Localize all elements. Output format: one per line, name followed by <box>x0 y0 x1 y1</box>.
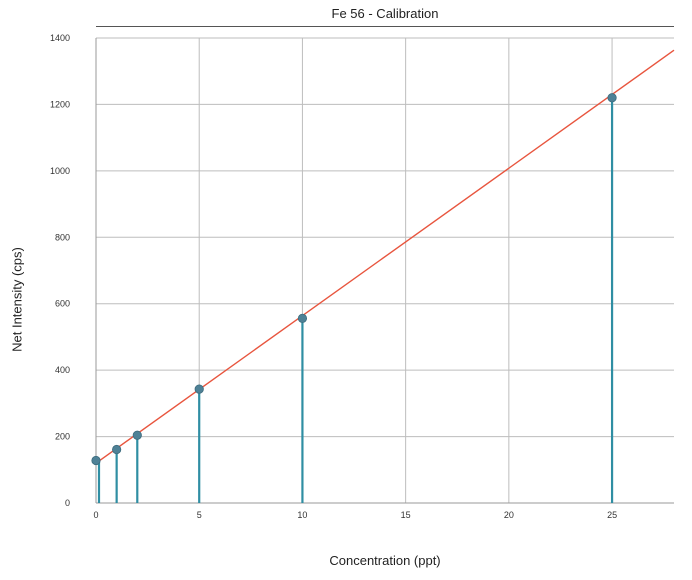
y-tick-label: 0 <box>65 498 70 508</box>
data-point <box>112 444 122 455</box>
grid-lines <box>95 37 674 504</box>
points-layer <box>91 93 617 466</box>
chart-title: Fe 56 - Calibration <box>331 6 439 21</box>
y-tick-label: 1000 <box>50 166 70 176</box>
x-tick-label: 15 <box>401 510 411 520</box>
x-tick-label: 20 <box>504 510 514 520</box>
data-point <box>194 384 204 394</box>
tick-labels: 0 200 400 600 800 1000 1200 1400 0 5 10 15 20 25 <box>50 33 617 520</box>
data-point <box>91 455 101 466</box>
title-rule <box>96 26 674 27</box>
x-axis-label: Concentration (ppt) <box>329 553 441 568</box>
y-axis-label: Net Intensity (cps) <box>9 247 25 352</box>
data-point <box>132 430 142 440</box>
fit-line-layer <box>95 49 675 464</box>
data-point <box>607 93 617 103</box>
x-tick-label: 25 <box>607 510 617 520</box>
x-tick-label: 10 <box>297 510 307 520</box>
y-tick-label: 200 <box>55 432 70 442</box>
data-point <box>297 313 308 323</box>
y-tick-label: 1400 <box>50 33 70 43</box>
y-tick-label: 1200 <box>50 99 70 109</box>
y-tick-label: 400 <box>55 365 70 375</box>
calibration-fit-line <box>95 49 675 464</box>
y-tick-label: 600 <box>55 299 70 309</box>
x-tick-label: 0 <box>93 510 98 520</box>
x-tick-label: 5 <box>197 510 202 520</box>
stems-layer <box>97 97 614 503</box>
y-tick-label: 800 <box>55 232 70 242</box>
